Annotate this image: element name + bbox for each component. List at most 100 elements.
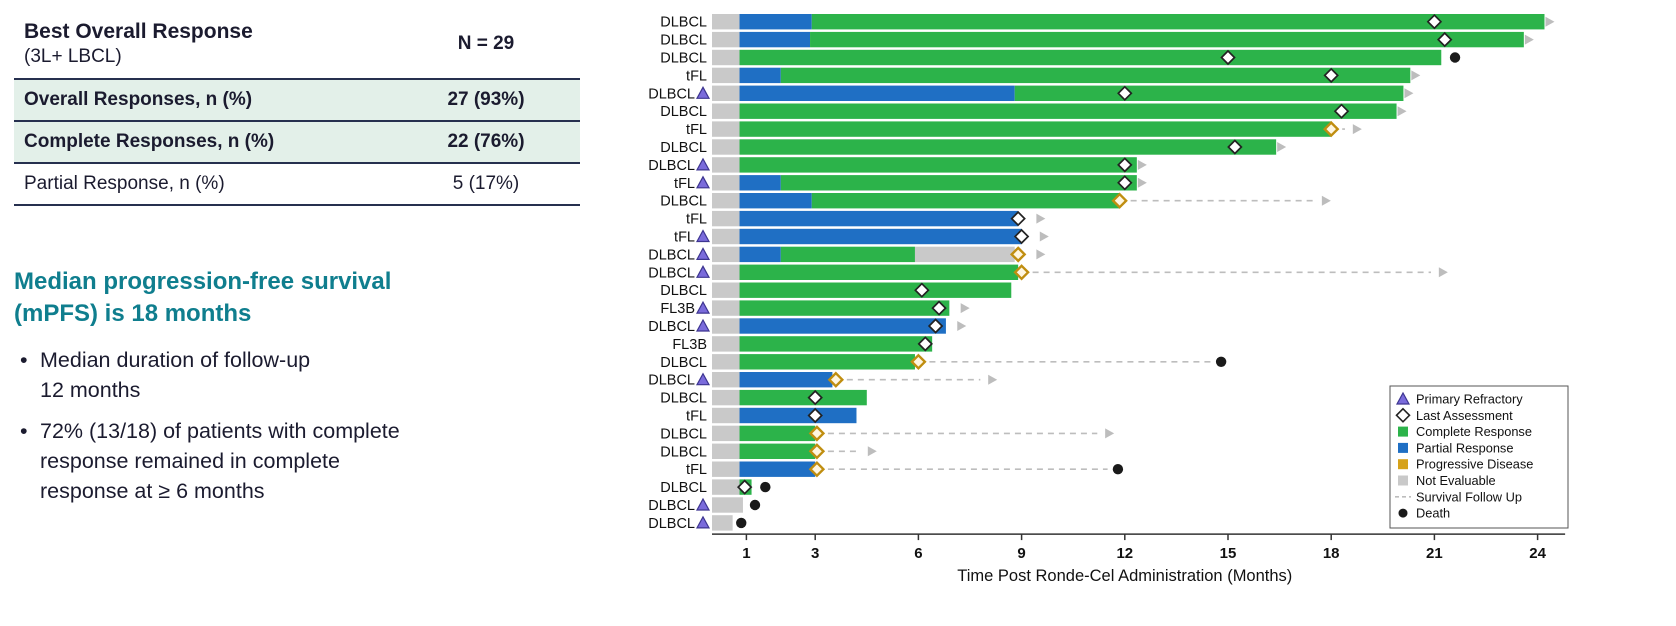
last-assessment-marker	[1117, 157, 1133, 173]
progressive-disease-marker	[808, 425, 826, 442]
legend-label: Death	[1416, 506, 1450, 521]
patient-label: DLBCL	[660, 480, 707, 496]
primary-refractory-icon	[695, 318, 711, 332]
response-segment-pr	[739, 175, 781, 191]
progressive-disease-marker	[910, 353, 927, 370]
summary-bullets: Median duration of follow-up 12 months 7…	[14, 345, 606, 505]
primary-refractory-icon	[695, 175, 711, 189]
primary-refractory-icon	[695, 265, 711, 278]
response-segment-ne	[712, 282, 740, 298]
legend-not-evaluable-icon	[1398, 475, 1408, 486]
response-segment-cr	[739, 49, 1442, 66]
last-assessment-marker	[927, 318, 944, 334]
ongoing-arrow-icon	[1524, 34, 1534, 45]
primary-refractory-icon	[695, 300, 711, 314]
death-marker	[760, 481, 771, 493]
progressive-disease-marker	[808, 443, 826, 460]
patient-label: tFL	[686, 212, 707, 228]
ongoing-arrow-icon	[988, 374, 998, 385]
patient-label: DLBCL	[660, 355, 707, 371]
row-value: 5 (17%)	[452, 173, 520, 194]
response-segment-ne	[712, 228, 740, 245]
response-segment-pr	[739, 14, 812, 30]
legend-partial-response-icon	[1398, 442, 1408, 453]
response-segment-cr	[811, 14, 1545, 30]
ongoing-arrow-icon	[1137, 177, 1147, 188]
table-header-row: Best Overall Response (3L+ LBCL) N = 29	[14, 10, 580, 79]
death-marker	[736, 517, 747, 529]
legend-label: Last Assessment	[1416, 408, 1513, 423]
ongoing-arrow-icon	[957, 321, 967, 331]
x-axis-tick-label: 21	[1426, 545, 1443, 562]
last-assessment-marker	[917, 336, 933, 352]
response-segment-ne	[712, 103, 740, 119]
patient-label: DLBCL	[648, 265, 695, 281]
response-segment-cr	[739, 425, 816, 442]
response-segment-ne	[712, 210, 740, 227]
table-title: Best Overall Response	[24, 20, 253, 43]
last-assessment-marker	[1010, 210, 1026, 227]
response-segment-cr	[739, 300, 950, 316]
response-segment-cr	[739, 354, 915, 370]
table-row-overall-responses: Overall Responses, n (%) 27 (93%)	[14, 79, 580, 121]
x-axis-tick-label: 24	[1529, 545, 1546, 562]
response-segment-cr	[780, 246, 915, 263]
patient-label: DLBCL	[660, 51, 707, 67]
death-marker	[1112, 464, 1124, 475]
patient-label: FL3B	[660, 301, 695, 317]
last-assessment-marker	[1426, 13, 1443, 30]
patient-label: DLBCL	[648, 247, 695, 263]
patient-label: tFL	[674, 230, 695, 246]
response-segment-ne	[712, 336, 740, 352]
response-segment-ne	[914, 246, 1015, 263]
ongoing-arrow-icon	[1036, 249, 1046, 260]
patient-label: DLBCL	[660, 444, 707, 460]
x-axis-tick-label: 9	[1017, 545, 1025, 562]
legend-label: Complete Response	[1416, 424, 1532, 439]
patient-label: DLBCL	[660, 104, 707, 120]
best-overall-response-table: Best Overall Response (3L+ LBCL) N = 29 …	[14, 10, 580, 206]
patient-label: DLBCL	[660, 140, 707, 156]
ongoing-arrow-icon	[1137, 159, 1147, 170]
x-axis-title: Time Post Ronde-Cel Administration (Mont…	[957, 567, 1292, 585]
legend-label: Survival Follow Up	[1416, 489, 1522, 504]
ongoing-arrow-icon	[1277, 142, 1287, 152]
primary-refractory-icon	[695, 157, 711, 171]
table-row-partial-response: Partial Response, n (%) 5 (17%)	[14, 163, 580, 205]
response-segment-cr	[811, 193, 1120, 209]
legend-box	[1389, 385, 1569, 529]
response-segment-pr	[739, 318, 946, 334]
response-segment-cr	[810, 31, 1524, 48]
primary-refractory-icon	[695, 86, 711, 99]
patient-label: DLBCL	[648, 373, 695, 389]
patient-label: tFL	[686, 122, 707, 138]
bullet-item: 72% (13/18) of patients with complete re…	[14, 416, 606, 506]
legend-progressive-disease-icon	[1398, 459, 1408, 470]
death-marker	[1449, 52, 1461, 63]
patient-label: FL3B	[672, 337, 707, 353]
legend-label: Primary Refractory	[1416, 392, 1523, 407]
last-assessment-marker	[1227, 139, 1243, 155]
last-assessment-marker	[807, 389, 823, 406]
response-segment-ne	[712, 121, 740, 137]
patient-label: DLBCL	[660, 283, 707, 299]
ongoing-arrow-icon	[1036, 213, 1046, 224]
response-segment-ne	[712, 246, 740, 263]
response-segment-ne	[712, 175, 740, 191]
last-assessment-marker	[1220, 49, 1236, 66]
progressive-disease-marker	[808, 461, 826, 478]
patient-label: tFL	[674, 176, 695, 192]
response-segment-cr	[739, 389, 867, 406]
patient-label: DLBCL	[648, 86, 695, 102]
response-segment-ne	[712, 14, 740, 30]
response-segment-ne	[712, 372, 740, 388]
patient-label: DLBCL	[660, 426, 707, 442]
patient-label: DLBCL	[648, 516, 695, 532]
response-segment-ne	[712, 31, 740, 48]
ongoing-arrow-icon	[1545, 16, 1555, 27]
legend-complete-response-icon	[1398, 426, 1408, 437]
row-label: Overall Responses, n (%)	[24, 89, 253, 110]
row-value: 27 (93%)	[447, 89, 525, 110]
response-segment-cr	[739, 103, 1397, 119]
legend-primary-refractory-icon	[1395, 391, 1411, 405]
